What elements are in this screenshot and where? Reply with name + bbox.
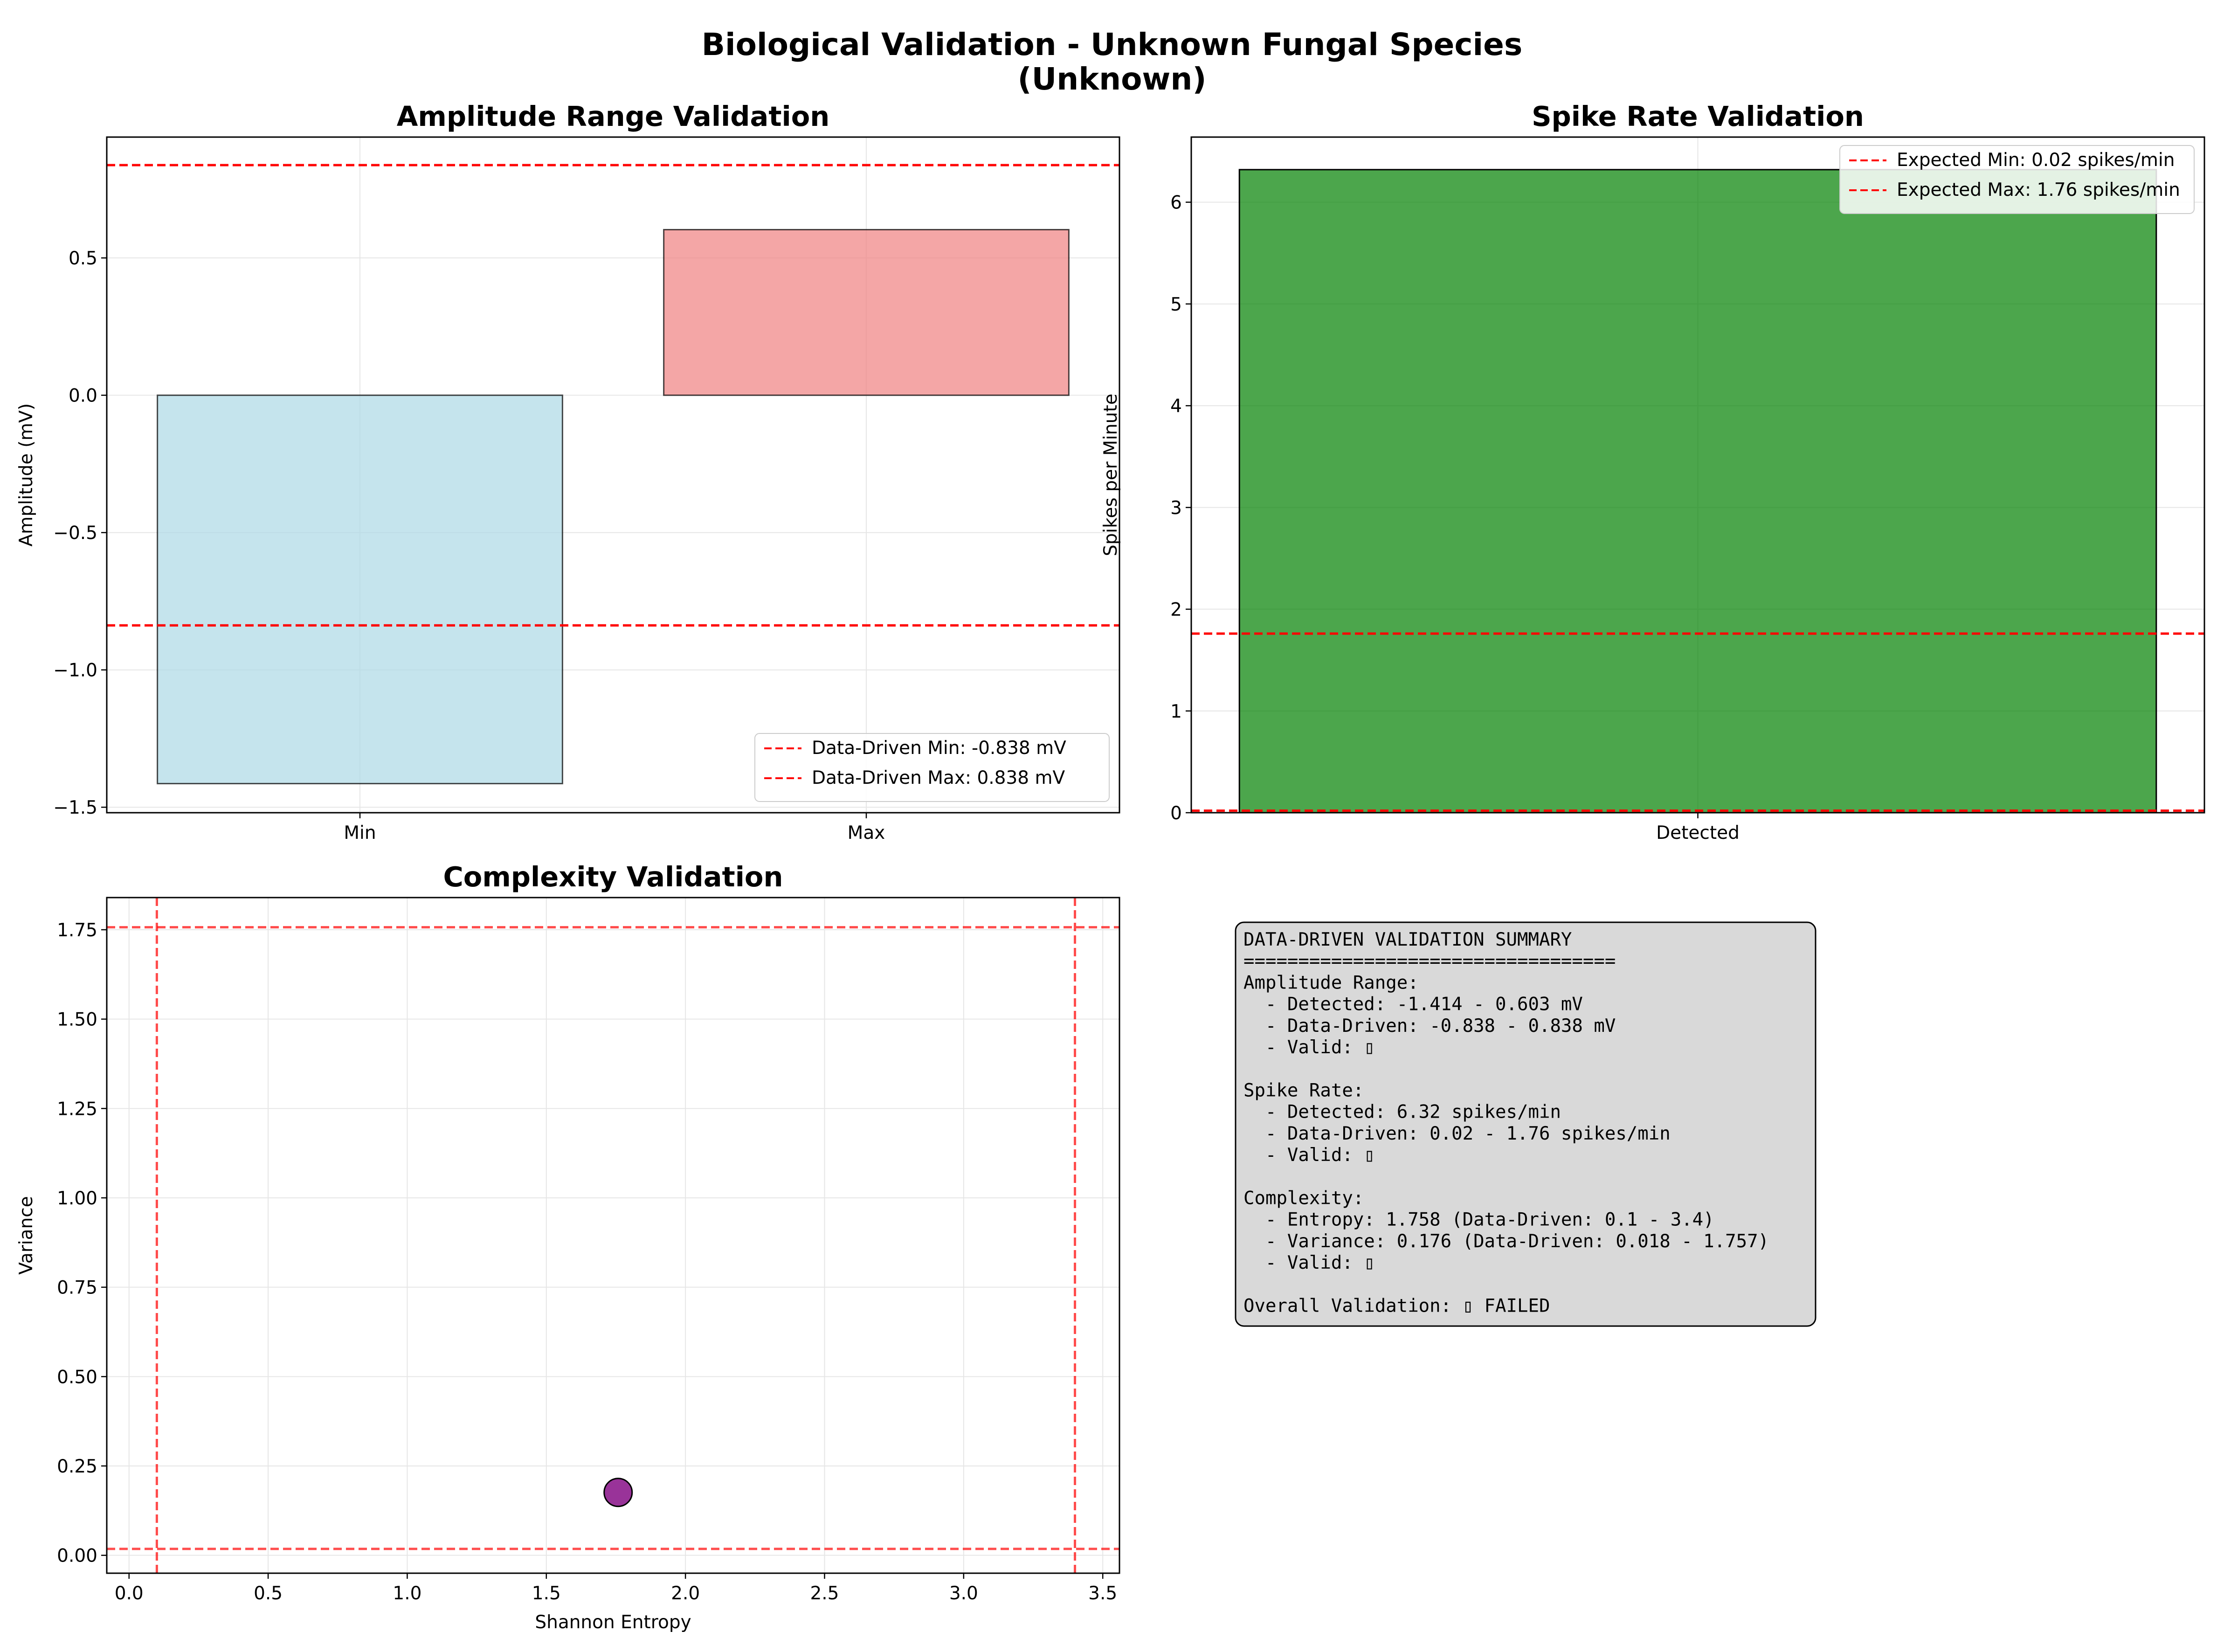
- bar-max: [663, 229, 1070, 396]
- y-tick-label: 0: [1170, 803, 1182, 824]
- y-tick-label: 2: [1170, 600, 1182, 621]
- summary-line: Amplitude Range:: [1243, 972, 1419, 993]
- x-tick-label: Detected: [1656, 823, 1740, 843]
- y-tick-label: 1.25: [57, 1099, 97, 1120]
- legend-box: [754, 733, 1110, 802]
- legend-entry: Expected Min: 0.02 spikes/min: [1897, 150, 2175, 171]
- summary-line: - Valid: ▯: [1243, 1252, 1375, 1273]
- complexity-panel: 0.0 0.5 1.0 1.5 2.0 2.5 3.0 3.5 0.00 0.25 0.50 0.75…: [16, 861, 1120, 1633]
- x-tick-label: 2.5: [810, 1583, 839, 1604]
- summary-line: - Data-Driven: -0.838 - 0.838 mV: [1243, 1016, 1616, 1037]
- summary-line: Spike Rate:: [1243, 1080, 1364, 1101]
- axes-frame: [106, 897, 1120, 1574]
- spike-rate-panel: 0 1 2 3 4 5 6 Spikes per Minute Detected Spike Ra…: [1100, 100, 2205, 843]
- summary-line: - Detected: -1.414 - 0.603 mV: [1243, 994, 1583, 1015]
- summary-line: - Valid: ▯: [1243, 1037, 1375, 1058]
- y-tick-label: 6: [1170, 193, 1182, 214]
- y-axis-label: Variance: [16, 1196, 37, 1274]
- x-tick-label: Max: [848, 823, 885, 843]
- y-tick-label: 1.00: [57, 1188, 97, 1209]
- summary-line: - Variance: 0.176 (Data-Driven: 0.018 - …: [1243, 1231, 1769, 1252]
- panel-title: Spike Rate Validation: [1532, 100, 1864, 132]
- summary-background: [1235, 921, 1816, 1327]
- panel-title: Amplitude Range Validation: [397, 100, 830, 132]
- y-tick-label: 0.5: [69, 248, 97, 269]
- x-tick-label: 3.5: [1088, 1583, 1117, 1604]
- legend-entry: Data-Driven Max: 0.838 mV: [812, 767, 1065, 788]
- y-axis-label: Amplitude (mV): [16, 403, 37, 546]
- y-tick-label: 4: [1170, 396, 1182, 417]
- summary-line: - Detected: 6.32 spikes/min: [1243, 1102, 1561, 1123]
- y-tick-label: −1.0: [53, 660, 97, 681]
- x-tick-label: 0.5: [254, 1583, 283, 1604]
- axes-frame: [106, 136, 1120, 814]
- y-tick-label: −1.5: [53, 797, 97, 818]
- summary-text: DATA-DRIVEN VALIDATION SUMMARY==========…: [1243, 929, 1769, 1316]
- legend-entry: Expected Max: 1.76 spikes/min: [1897, 180, 2180, 200]
- axes-frame: [1190, 136, 2205, 814]
- x-axis-label: Shannon Entropy: [535, 1612, 691, 1633]
- y-tick-label: −0.5: [53, 523, 97, 544]
- y-tick-label: 0.50: [57, 1367, 97, 1388]
- x-tick-label: 1.0: [393, 1583, 421, 1604]
- y-tick-label: 1.75: [57, 920, 97, 941]
- y-axis-label: Spikes per Minute: [1100, 394, 1121, 556]
- amplitude-range-panel: −1.5 −1.0 −0.5 0.0 0.5 Amplitude (mV) Min Max Am…: [16, 100, 1120, 843]
- y-tick-label: 0.00: [57, 1546, 97, 1567]
- summary-line: Overall Validation: ▯ FAILED: [1243, 1295, 1550, 1316]
- x-tick-label: Min: [344, 823, 376, 843]
- x-tick-label: 0.0: [115, 1583, 144, 1604]
- summary-line: - Valid: ▯: [1243, 1145, 1375, 1166]
- summary-line: ==================================: [1243, 951, 1616, 972]
- validation-summary-box: DATA-DRIVEN VALIDATION SUMMARY==========…: [1235, 921, 1816, 1327]
- y-tick-label: 0.75: [57, 1278, 97, 1299]
- x-tick-label: 1.5: [532, 1583, 561, 1604]
- figure-title-line-2: (Unknown): [1017, 61, 1206, 97]
- legend-entry: Data-Driven Min: -0.838 mV: [812, 738, 1066, 759]
- bar-detected: [1238, 169, 2157, 814]
- y-tick-label: 3: [1170, 498, 1182, 518]
- figure-title-line-1: Biological Validation - Unknown Fungal S…: [702, 27, 1522, 62]
- y-tick-label: 1: [1170, 701, 1182, 722]
- summary-line: DATA-DRIVEN VALIDATION SUMMARY: [1243, 929, 1572, 950]
- y-tick-label: 0.25: [57, 1456, 97, 1477]
- panel-title: Complexity Validation: [443, 861, 783, 893]
- y-tick-label: 1.50: [57, 1009, 97, 1030]
- bar-min: [157, 394, 563, 785]
- x-tick-label: 3.0: [949, 1583, 978, 1604]
- y-tick-label: 0.0: [69, 386, 97, 407]
- summary-line: - Entropy: 1.758 (Data-Driven: 0.1 - 3.4…: [1243, 1210, 1714, 1230]
- summary-line: Complexity:: [1243, 1188, 1364, 1209]
- x-tick-label: 2.0: [671, 1583, 700, 1604]
- data-point: [603, 1478, 633, 1507]
- summary-line: - Data-Driven: 0.02 - 1.76 spikes/min: [1243, 1123, 1671, 1144]
- legend-box: [1839, 145, 2195, 214]
- y-tick-label: 5: [1170, 294, 1182, 315]
